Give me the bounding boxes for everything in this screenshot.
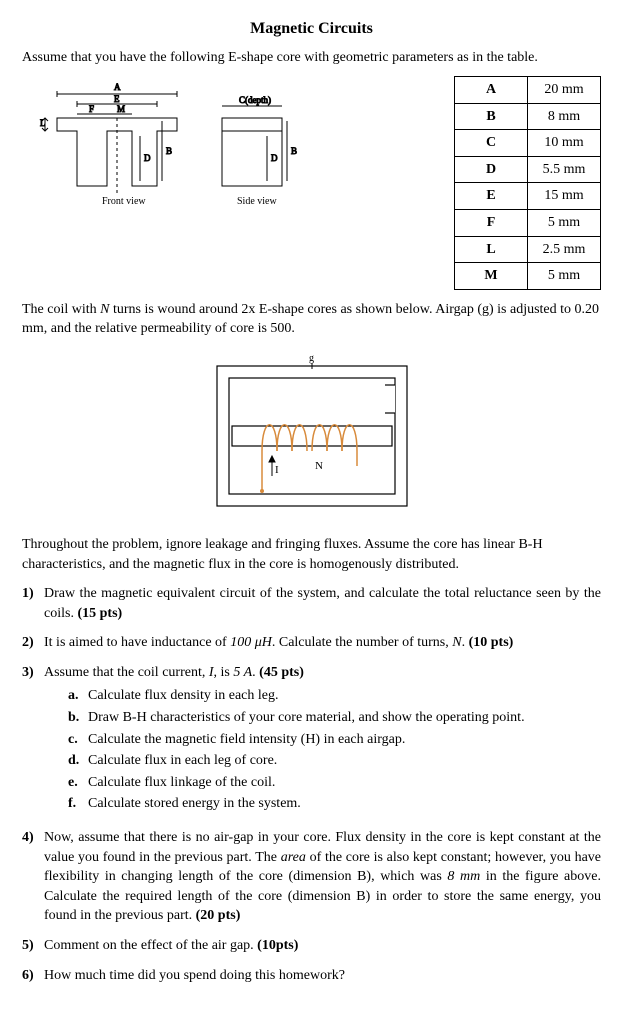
param-row: F5 mm — [455, 209, 601, 236]
question-4: 4) Now, assume that there is no air-gap … — [22, 828, 601, 926]
front-view-caption: Front view — [102, 196, 146, 207]
current-label: I — [275, 464, 279, 476]
dim-f-label: F — [89, 104, 94, 114]
parameters-table: A20 mmB8 mmC10 mmD5.5 mmE15 mmF5 mmL2.5 … — [454, 76, 601, 290]
param-row: D5.5 mm — [455, 156, 601, 183]
dim-b-label: B — [166, 146, 172, 156]
page-title: Magnetic Circuits — [22, 18, 601, 40]
e-core-svg: A E F M L — [22, 76, 312, 216]
param-row: C10 mm — [455, 130, 601, 157]
param-row: E15 mm — [455, 183, 601, 210]
param-row: M5 mm — [455, 263, 601, 290]
coil-diagram: g I N — [22, 351, 601, 521]
core-diagrams: A E F M L — [22, 76, 442, 223]
dim-e-label: E — [114, 94, 120, 104]
question-3-subparts: a.Calculate flux density in each leg. b.… — [44, 686, 601, 814]
turns-label: N — [315, 460, 323, 472]
assumptions-paragraph: Throughout the problem, ignore leakage a… — [22, 535, 601, 574]
airgap-label: g — [309, 353, 314, 364]
coil-description: The coil with N turns is wound around 2x… — [22, 300, 601, 339]
side-view-caption: Side view — [237, 196, 277, 207]
question-2: 2) It is aimed to have inductance of 100… — [22, 633, 601, 653]
dim-c-label: C(depth) — [239, 95, 271, 105]
question-6: 6) How much time did you spend doing thi… — [22, 966, 601, 986]
side-d-label: D — [271, 153, 278, 163]
figure-and-table-row: A E F M L — [22, 76, 601, 290]
question-3: 3) Assume that the coil current, I, is 5… — [22, 663, 601, 818]
param-row: B8 mm — [455, 103, 601, 130]
questions-list: 1) Draw the magnetic equivalent circuit … — [22, 584, 601, 985]
dim-m-label: M — [117, 104, 125, 114]
dim-d-label: D — [144, 153, 151, 163]
question-5: 5) Comment on the effect of the air gap.… — [22, 936, 601, 956]
coil-svg: g I N — [197, 351, 427, 521]
question-1: 1) Draw the magnetic equivalent circuit … — [22, 584, 601, 623]
intro-paragraph: Assume that you have the following E-sha… — [22, 48, 601, 68]
param-row: L2.5 mm — [455, 236, 601, 263]
dim-a-label: A — [114, 82, 121, 92]
side-b-label: B — [291, 146, 297, 156]
param-row: A20 mm — [455, 76, 601, 103]
